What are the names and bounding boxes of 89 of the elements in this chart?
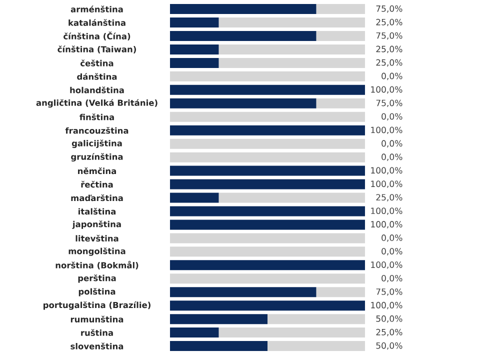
y-tick-label: holandština xyxy=(70,86,124,94)
bar xyxy=(170,192,219,203)
data-label: 100,0% xyxy=(371,180,402,188)
y-tick-label: angličtina (Velká Británie) xyxy=(36,99,158,108)
bar xyxy=(170,274,365,284)
y-tick-label: japonština xyxy=(72,220,121,229)
bar xyxy=(170,58,219,68)
y-tick-label: ruština xyxy=(81,329,113,336)
bar xyxy=(170,166,365,176)
bar xyxy=(170,233,365,244)
bar xyxy=(316,98,365,108)
bar xyxy=(170,4,316,14)
data-label: 75,0% xyxy=(376,32,402,40)
y-tick-label: rumunština xyxy=(70,316,124,322)
bar xyxy=(170,18,219,28)
data-label: 50,0% xyxy=(376,315,402,323)
data-label: 100,0% xyxy=(371,167,402,174)
data-label: 100,0% xyxy=(371,302,402,310)
y-tick-label: finština xyxy=(80,114,114,120)
bar xyxy=(170,260,365,270)
bar xyxy=(170,246,365,257)
y-tick-label: mongolština xyxy=(68,247,126,256)
y-tick-label: němčina xyxy=(78,167,116,174)
bar xyxy=(170,71,365,82)
data-label: 100,0% xyxy=(371,261,402,269)
bar xyxy=(170,138,365,149)
y-tick-label: galicijština xyxy=(72,140,122,148)
y-tick-label: maďarština xyxy=(71,194,123,202)
data-label: 100,0% xyxy=(371,221,402,228)
bar xyxy=(316,287,365,298)
y-tick-label: litevština xyxy=(76,234,118,242)
y-tick-label: dánština xyxy=(77,73,117,80)
bar xyxy=(170,125,365,136)
y-tick-label: katalánština xyxy=(68,19,126,26)
bar xyxy=(170,179,365,190)
data-label: 25,0% xyxy=(376,18,402,26)
y-tick-label: slovenština xyxy=(70,342,124,350)
y-tick-label: čínština (Čína) xyxy=(64,32,130,40)
data-label: 75,0% xyxy=(376,5,402,13)
bar xyxy=(170,300,365,311)
bar xyxy=(267,341,365,352)
y-tick-label: polština xyxy=(78,288,116,296)
bar xyxy=(218,192,365,203)
data-label: 0,0% xyxy=(382,113,402,121)
y-tick-label: gruzínština xyxy=(71,153,123,162)
bar xyxy=(170,220,365,230)
bar xyxy=(316,4,365,14)
data-label: 75,0% xyxy=(376,288,402,296)
bar xyxy=(267,314,365,324)
bar xyxy=(218,44,365,54)
y-tick-label: francouzština xyxy=(65,126,128,134)
bar xyxy=(170,341,268,352)
bar xyxy=(170,287,316,298)
data-label: 0,0% xyxy=(382,248,402,256)
bar xyxy=(170,206,365,216)
data-label: 0,0% xyxy=(382,140,402,148)
data-label: 25,0% xyxy=(376,59,402,67)
y-tick-label: arménština xyxy=(70,6,123,12)
y-tick-label: italština xyxy=(78,208,116,215)
bar xyxy=(170,98,316,108)
data-label: 25,0% xyxy=(376,46,402,54)
data-label: 50,0% xyxy=(376,342,402,350)
bar xyxy=(170,112,365,122)
data-label: 0,0% xyxy=(382,154,402,161)
data-label: 25,0% xyxy=(376,328,402,336)
bar xyxy=(218,328,365,338)
bar xyxy=(316,31,365,41)
bar xyxy=(170,328,219,338)
y-tick-label: portugalština (Brazílie) xyxy=(44,301,150,310)
bar xyxy=(218,18,365,28)
data-label: 0,0% xyxy=(382,72,402,80)
bar xyxy=(218,58,365,68)
data-label: 75,0% xyxy=(376,100,402,108)
data-label: 25,0% xyxy=(376,194,402,202)
bar xyxy=(170,152,365,162)
data-label: 100,0% xyxy=(371,86,402,94)
bar xyxy=(170,84,365,95)
y-tick-label: norština (Bokmål) xyxy=(56,260,138,270)
data-label: 0,0% xyxy=(382,274,402,282)
bar xyxy=(170,44,219,54)
data-label: 0,0% xyxy=(382,234,402,242)
bar xyxy=(170,314,268,324)
y-tick-label: perština xyxy=(78,274,116,283)
y-tick-label: řečtina xyxy=(81,180,113,188)
bar xyxy=(170,31,316,41)
y-tick-label: čeština xyxy=(80,60,114,66)
data-label: 100,0% xyxy=(371,208,402,215)
y-tick-label: čínština (Taiwan) xyxy=(58,46,136,54)
data-label: 100,0% xyxy=(371,126,402,134)
